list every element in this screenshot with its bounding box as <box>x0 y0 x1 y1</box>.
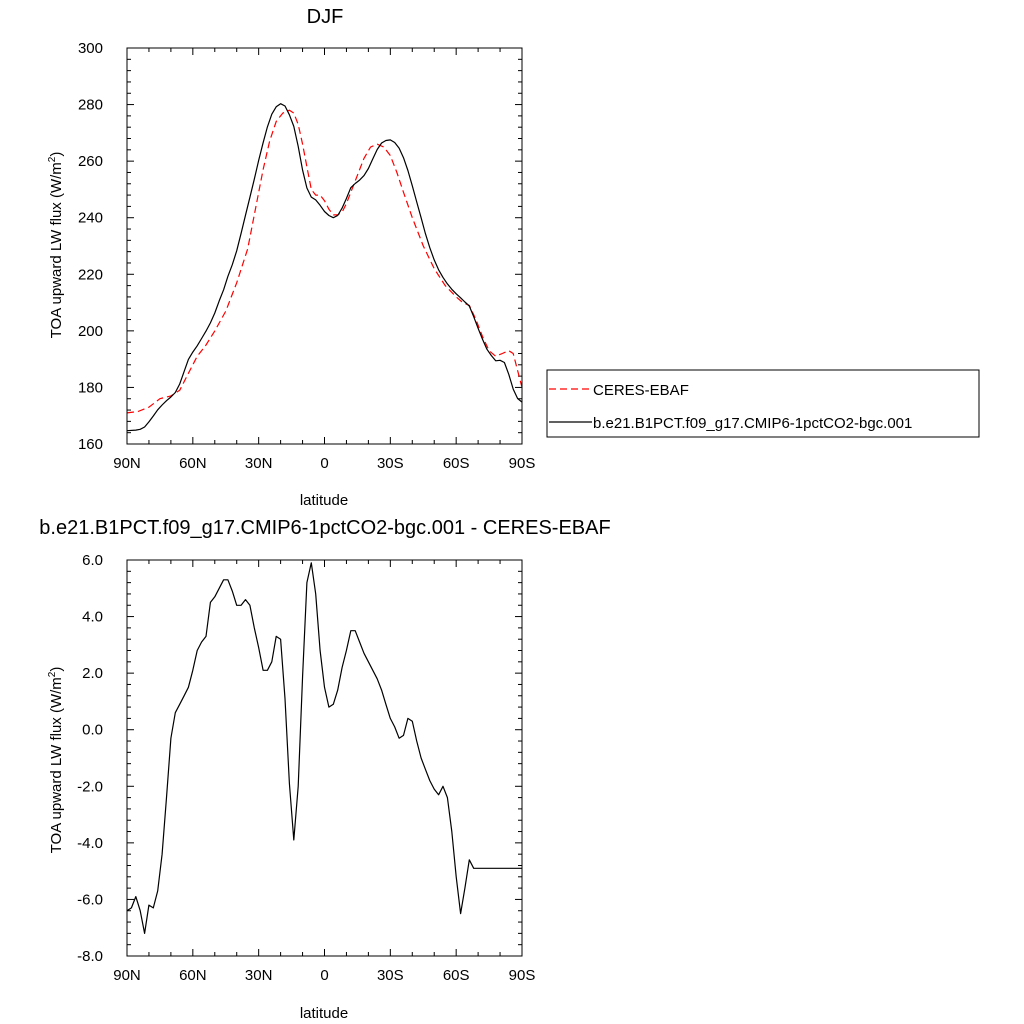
bottom-series-line-0 <box>126 562 522 935</box>
top-legend: CERES-EBAF b.e21.B1PCT.f09_g17.CMIP6-1pc… <box>546 369 980 438</box>
bottom-plot-frame <box>126 559 523 957</box>
bottom-series-layer <box>126 562 522 935</box>
x-tick-label: 30N <box>245 967 273 984</box>
top-series-line-0 <box>126 109 523 414</box>
y-tick-label: 4.0 <box>82 609 103 626</box>
y-tick-label: 240 <box>78 210 103 227</box>
bottom-y-axis-label-superscript: 2 <box>47 671 58 677</box>
bottom-y-axis-label-close: ) <box>48 667 65 672</box>
x-tick-label: 60S <box>443 455 470 472</box>
y-tick-label: 6.0 <box>82 552 103 569</box>
x-tick-label: 60S <box>443 967 470 984</box>
y-tick-label: 280 <box>78 97 103 114</box>
legend-label-model: b.e21.B1PCT.f09_g17.CMIP6-1pctCO2-bgc.00… <box>593 415 912 432</box>
y-tick-label: 220 <box>78 266 103 283</box>
bottom-y-axis-label: TOA upward LW flux (W/m2) <box>47 667 65 854</box>
x-tick-label: 60N <box>179 455 207 472</box>
y-tick-label: -4.0 <box>77 835 103 852</box>
x-tick-label: 30S <box>377 455 404 472</box>
x-tick-label: 30S <box>377 967 404 984</box>
x-tick-label: 0 <box>320 455 328 472</box>
bottom-ticks: 90N 60N 30N 0 30S 60S 90S -8.0 -6.0 -4.0 -2.0 0.0 2.… <box>77 552 535 984</box>
x-tick-label: 90N <box>113 455 141 472</box>
x-tick-label: 30N <box>245 455 273 472</box>
top-y-axis-label-superscript: 2 <box>47 156 58 162</box>
x-tick-label: 0 <box>320 967 328 984</box>
legend-box <box>546 369 980 438</box>
y-tick-label: -2.0 <box>77 778 103 795</box>
top-y-axis-label-main: TOA upward LW flux (W/m <box>48 162 65 338</box>
top-y-axis-label-close: ) <box>48 152 65 157</box>
y-tick-label: 180 <box>78 379 103 396</box>
bottom-y-axis-label-main: TOA upward LW flux (W/m <box>48 677 65 853</box>
legend-label-ceres-ebaf: CERES-EBAF <box>593 382 689 399</box>
top-panel: DJF TOA upward LW flux (W/m2) latitude 9… <box>47 6 535 509</box>
top-y-axis-label: TOA upward LW flux (W/m2) <box>47 152 65 339</box>
x-tick-label: 90S <box>509 455 536 472</box>
top-ticks: 90N 60N 30N 0 30S 60S 90S 160 180 200 220 240 260 280… <box>78 40 535 472</box>
top-plot-frame <box>126 47 523 445</box>
bottom-panel: b.e21.B1PCT.f09_g17.CMIP6-1pctCO2-bgc.00… <box>39 517 610 1022</box>
bottom-chart-title: b.e21.B1PCT.f09_g17.CMIP6-1pctCO2-bgc.00… <box>39 517 610 539</box>
y-tick-label: 2.0 <box>82 665 103 682</box>
y-tick-label: 160 <box>78 436 103 453</box>
x-tick-label: 90N <box>113 967 141 984</box>
y-tick-label: 200 <box>78 323 103 340</box>
x-tick-label: 60N <box>179 967 207 984</box>
y-tick-label: 300 <box>78 40 103 57</box>
top-x-axis-label: latitude <box>300 492 348 509</box>
bottom-x-axis-label: latitude <box>300 1005 348 1022</box>
x-tick-label: 90S <box>509 967 536 984</box>
top-series-layer <box>126 103 523 432</box>
top-series-line-1 <box>126 103 523 432</box>
y-tick-label: -6.0 <box>77 891 103 908</box>
y-tick-label: -8.0 <box>77 948 103 965</box>
y-tick-label: 260 <box>78 153 103 170</box>
y-tick-label: 0.0 <box>82 722 103 739</box>
top-chart-title: DJF <box>307 6 344 28</box>
